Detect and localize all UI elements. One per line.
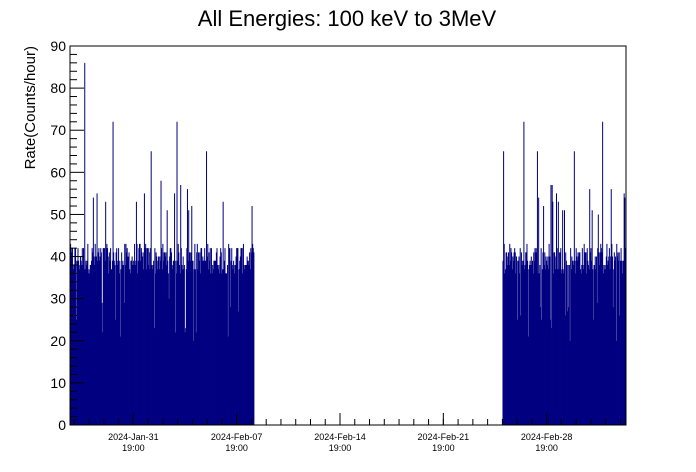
y-tick-label: 30 <box>50 291 66 307</box>
y-tick-label: 70 <box>50 122 66 138</box>
chart-title: All Energies: 100 keV to 3MeV <box>198 6 497 31</box>
y-axis: 0 10 20 30 40 50 60 70 80 90 <box>50 38 84 433</box>
x-tick-label-date: 2024-Feb-07 <box>211 432 263 442</box>
plot-frame <box>69 45 627 426</box>
y-tick-label: 10 <box>50 375 66 391</box>
x-tick-label-date: 2024-Feb-28 <box>521 432 573 442</box>
x-tick-label-time: 19:00 <box>432 443 455 453</box>
y-tick-label: 80 <box>50 80 66 96</box>
y-tick-label: 20 <box>50 333 66 349</box>
y-tick-label: 60 <box>50 164 66 180</box>
y-tick-label: 40 <box>50 249 66 265</box>
y-tick-label: 0 <box>58 417 66 433</box>
x-tick-label-date: 2024-Jan-31 <box>108 432 159 442</box>
y-axis-label: Rate(Counts/hour) <box>22 46 39 169</box>
y-tick-label: 50 <box>50 206 66 222</box>
x-axis: 2024-Jan-3119:002024-Feb-0719:002024-Feb… <box>73 413 621 453</box>
y-tick-label: 90 <box>50 38 66 54</box>
x-tick-label-time: 19:00 <box>329 443 352 453</box>
x-tick-label-time: 19:00 <box>122 443 145 453</box>
x-tick-label-time: 19:00 <box>225 443 248 453</box>
histogram-bars <box>69 62 626 425</box>
x-tick-label-date: 2024-Feb-21 <box>418 432 470 442</box>
x-tick-label-date: 2024-Feb-14 <box>314 432 366 442</box>
x-tick-label-time: 19:00 <box>535 443 558 453</box>
